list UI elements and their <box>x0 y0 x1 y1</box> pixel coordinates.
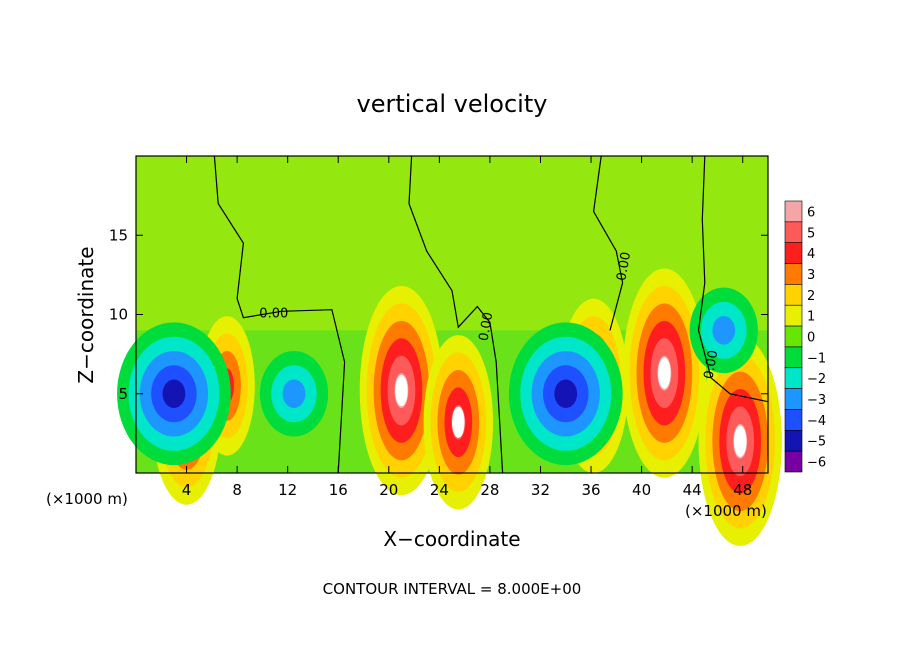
x-tick-label-8: 36 <box>581 481 600 499</box>
x-tick-label-7: 32 <box>531 481 550 499</box>
colorbar-box-5 <box>784 304 803 327</box>
colorbar-label-8: −2 <box>807 372 826 387</box>
x-axis-label: X−coordinate <box>383 527 520 551</box>
x-tick-label-1: 8 <box>232 481 242 499</box>
contour-interval-caption: CONTOUR INTERVAL = 8.000E+00 <box>323 580 582 598</box>
feature-1-core <box>658 357 671 389</box>
colorbar-label-3: 3 <box>807 268 815 283</box>
colorbar-label-0: 6 <box>807 205 815 220</box>
colorbar-label-5: 1 <box>807 310 815 325</box>
colorbar-box-8 <box>784 367 803 389</box>
colorbar-box-2 <box>784 242 803 264</box>
x-tick-label-3: 16 <box>329 481 348 499</box>
colorbar-box-9 <box>784 388 803 410</box>
feature-10-level-3 <box>712 316 736 345</box>
y-tick-label-2: 15 <box>109 226 128 244</box>
x-tick-label-9: 40 <box>632 481 651 499</box>
contour-label-2: 0.00 <box>614 251 634 282</box>
x-tick-label-5: 24 <box>430 481 449 499</box>
zero-contours: 0.00 0.00 0.00 0.00 <box>213 155 769 474</box>
colorbar-box-7 <box>784 346 803 369</box>
y-axis-label: Z−coordinate <box>74 246 98 383</box>
feature-9-level-3 <box>282 379 306 409</box>
x-tick-label-10: 44 <box>683 481 702 499</box>
y-axis-ticks: 5 10 15 <box>109 226 768 403</box>
colorbar-box-11 <box>784 430 803 452</box>
colorbar-label-11: −5 <box>807 435 826 450</box>
feature-3-core <box>452 406 465 438</box>
colorbar-label-1: 5 <box>807 226 815 241</box>
y-tick-label-0: 5 <box>118 385 128 403</box>
colorbar-box-0 <box>784 200 803 223</box>
colorbar-box-12 <box>784 450 803 473</box>
feature-8-level-5 <box>554 379 578 409</box>
chart-title: vertical velocity <box>357 90 548 118</box>
colorbar-label-2: 4 <box>807 247 815 262</box>
contour-label-3: 0.00 <box>702 349 722 380</box>
x-unit-label: (×1000 m) <box>685 502 767 520</box>
colorbar-label-10: −4 <box>807 414 826 429</box>
colorbar-box-3 <box>784 263 803 285</box>
z-unit-label: (×1000 m) <box>46 490 128 508</box>
x-tick-label-11: 48 <box>733 481 752 499</box>
feature-7-level-5 <box>162 379 186 409</box>
colorbar-box-6 <box>784 325 803 348</box>
colorbar-label-7: −1 <box>807 351 826 366</box>
y-tick-label-1: 10 <box>109 306 128 324</box>
x-axis-ticks: 4 8 12 16 20 24 28 32 36 40 44 48 <box>182 156 752 499</box>
colorbar-box-1 <box>784 221 803 243</box>
colorbar-label-9: −3 <box>807 393 826 408</box>
zero-contour-2 <box>592 155 624 331</box>
contour-label-1: 0.00 <box>477 311 497 342</box>
colorbar-box-4 <box>784 284 803 306</box>
colorbar-label-12: −6 <box>807 456 826 471</box>
colorbar-label-6: 0 <box>807 331 815 346</box>
x-tick-label-0: 4 <box>182 481 192 499</box>
x-tick-label-6: 28 <box>480 481 499 499</box>
colorbar-label-4: 2 <box>807 289 815 304</box>
zero-contour-1 <box>408 155 504 474</box>
colorbar-box-10 <box>784 409 803 431</box>
plot-area: 0.00 0.00 0.00 0.00 <box>117 155 782 546</box>
colorbar: 6 5 4 3 2 1 0 −1 −2 −3 −4 −5 −6 <box>784 200 826 473</box>
contour-label-0: 0.00 <box>259 307 288 322</box>
zero-contour-0 <box>213 155 346 474</box>
x-tick-label-4: 20 <box>379 481 398 499</box>
velocity-field <box>117 156 782 546</box>
feature-2-core <box>733 425 747 457</box>
feature-0-core <box>395 374 408 407</box>
x-tick-label-2: 12 <box>278 481 297 499</box>
zero-contour-3 <box>697 155 769 403</box>
